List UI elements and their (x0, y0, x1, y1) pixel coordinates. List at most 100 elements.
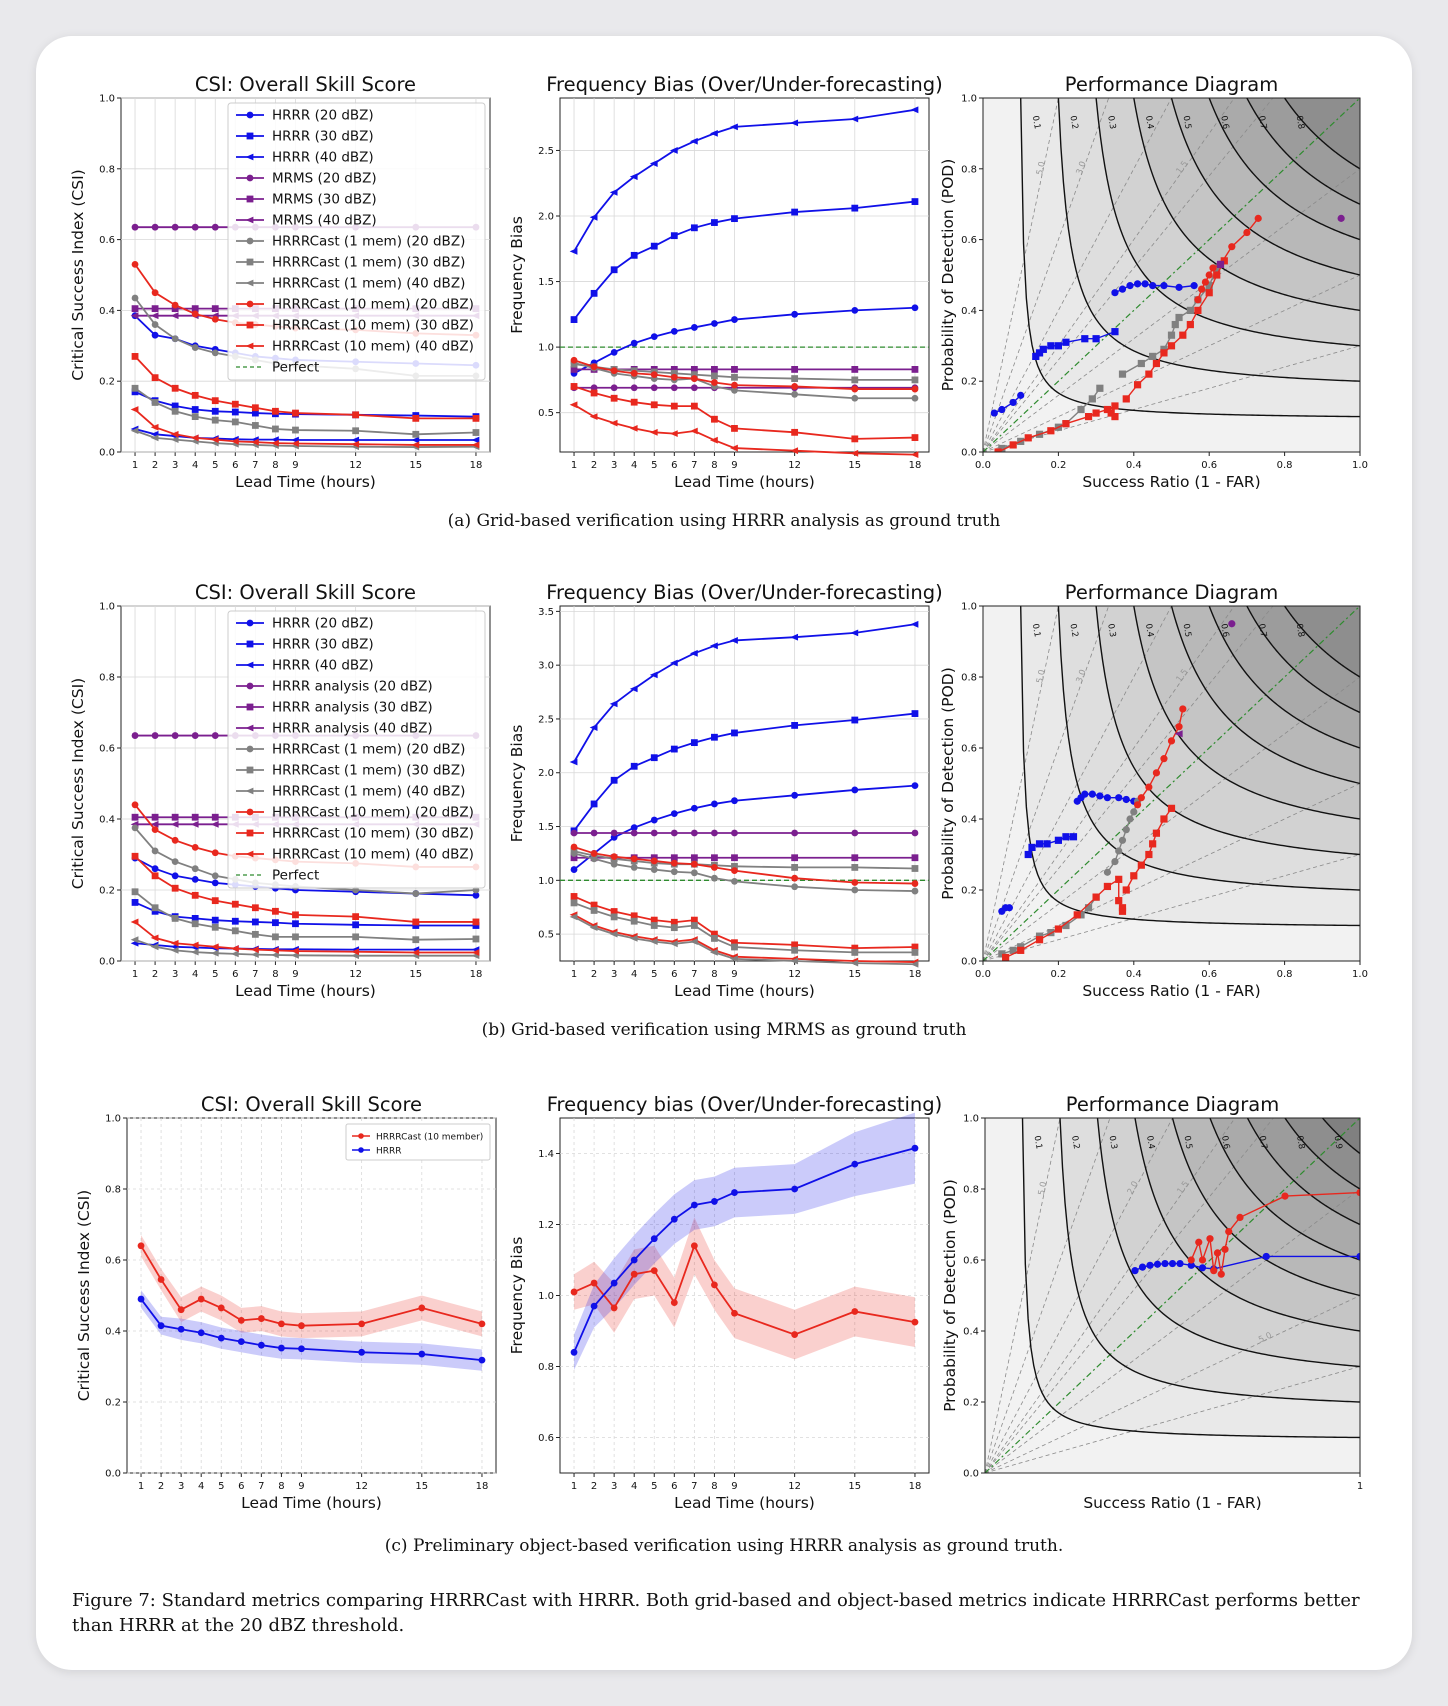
data-point (589, 924, 598, 932)
data-point (850, 959, 859, 967)
data-point (1171, 320, 1179, 329)
data-point (352, 913, 360, 921)
data-point (910, 451, 919, 459)
bias-line (983, 676, 1360, 961)
data-point (1122, 395, 1130, 403)
data-point (231, 408, 239, 416)
data-point (1122, 795, 1130, 804)
x-tick-label: 15 (409, 969, 422, 980)
data-point (171, 384, 179, 392)
data-point (1194, 296, 1202, 304)
y-tick-label: 1.0 (961, 94, 977, 105)
series-line (573, 916, 915, 966)
data-point (191, 391, 199, 399)
bias-line (983, 168, 1360, 452)
data-point (851, 394, 859, 402)
x-axis-label: Lead Time (hours) (241, 1494, 382, 1512)
data-point (851, 716, 859, 724)
data-point (190, 820, 199, 828)
series-line (573, 1243, 916, 1336)
data-point (171, 813, 179, 821)
data-point (590, 289, 598, 297)
y-tick-label: 0.2 (963, 1398, 979, 1409)
data-point (1175, 283, 1183, 291)
bias-line (983, 606, 1274, 961)
x-tick-label: 7 (252, 969, 258, 980)
data-point (570, 383, 578, 390)
data-point (271, 439, 279, 447)
data-point (352, 411, 360, 419)
data-point (191, 413, 199, 420)
data-point (1043, 840, 1051, 848)
data-point (171, 301, 179, 309)
data-point (791, 791, 799, 799)
chart-c-perf: 5.0 2.0 1.55.00.1 0.2 0.3 0.4 0.5 0.6 0.7 0.8 0.91… (941, 1093, 1363, 1512)
data-point (131, 223, 139, 231)
data-point (251, 404, 259, 412)
x-tick-label: 1.0 (1352, 460, 1368, 471)
x-tick-label: 0.4 (1126, 969, 1142, 980)
chart-title: Performance Diagram (1066, 1093, 1280, 1116)
data-point (472, 935, 480, 943)
data-point (231, 917, 239, 925)
data-point (1356, 1188, 1360, 1197)
x-tick-label: 5 (212, 969, 218, 980)
data-point (1137, 359, 1145, 368)
data-point (171, 223, 179, 231)
x-tick-label: 4 (631, 969, 637, 980)
data-point (851, 886, 859, 894)
data-point (197, 1295, 205, 1303)
data-point (570, 854, 578, 862)
data-point (131, 801, 139, 809)
x-axis-label: Lead Time (hours) (674, 982, 815, 1000)
legend-box (227, 610, 486, 889)
data-point (911, 304, 919, 312)
caption-b: (b) Grid-based verification using MRMS a… (481, 1020, 967, 1040)
data-point (731, 316, 738, 323)
y-tick-label: 0.8 (961, 164, 977, 175)
y-tick-label: 0.0 (961, 957, 977, 968)
data-point (730, 637, 738, 644)
data-point (171, 732, 179, 739)
data-point (670, 859, 678, 867)
data-point (230, 950, 239, 958)
data-point (629, 425, 638, 432)
data-point (911, 1318, 919, 1326)
data-point (1176, 1259, 1184, 1268)
y-tick-label: 0.0 (105, 1469, 121, 1480)
y-axis-label: Critical Success Index (CSI) (69, 678, 87, 889)
data-point (711, 864, 718, 871)
data-point (151, 331, 159, 339)
x-tick-label: 3 (172, 969, 178, 980)
bias-line (983, 98, 1274, 452)
data-point (1017, 946, 1025, 954)
series-line (573, 361, 915, 400)
data-point (191, 865, 199, 873)
data-point (610, 394, 618, 402)
y-axis-label: Probability of Detection (POD) (939, 159, 957, 392)
data-point (1133, 801, 1142, 809)
data-point (1198, 1264, 1207, 1272)
x-tick-label: 15 (415, 1481, 428, 1492)
data-point (670, 369, 678, 377)
data-point (1149, 840, 1157, 848)
csi-contour (1095, 606, 1360, 856)
data-point (1009, 946, 1017, 954)
data-point (131, 899, 139, 906)
data-point (590, 850, 598, 857)
data-point (790, 633, 799, 641)
legend-label: HRRRCast (10 mem) (30 dBZ) (272, 826, 474, 842)
x-tick-label: 2 (591, 969, 597, 980)
y-tick-label: 0.4 (99, 815, 115, 826)
data-point (670, 868, 678, 876)
csi-contour (1208, 606, 1360, 749)
data-point (210, 436, 219, 444)
data-point (170, 436, 179, 444)
bias-line (985, 1366, 1360, 1473)
data-point (1035, 840, 1044, 848)
legend-label: HRRR (40 dBZ) (272, 150, 374, 166)
legend-label: HRRRCast (1 mem) (40 dBZ) (272, 784, 465, 800)
x-tick-label: 7 (258, 1481, 264, 1492)
data-point (1111, 289, 1119, 297)
y-tick-label: 1.0 (538, 876, 554, 887)
